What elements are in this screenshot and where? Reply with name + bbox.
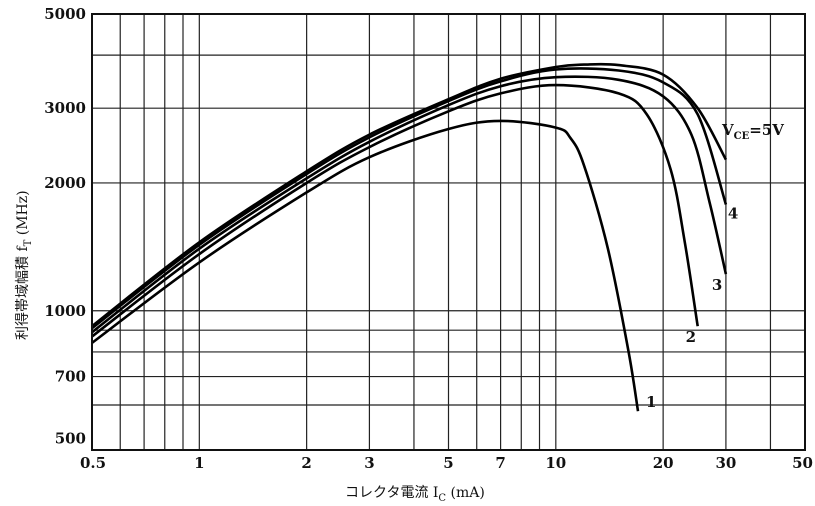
series-line-4 — [91, 67, 728, 330]
curve-label-2: 2 — [686, 328, 696, 346]
x-tick-label: 50 — [792, 454, 813, 472]
x-tick-label: 30 — [715, 454, 736, 472]
x-tick-label: 0.5 — [80, 454, 106, 472]
grid — [92, 14, 805, 450]
series-line-vce — [91, 62, 728, 328]
x-tick-label: 7 — [495, 454, 505, 472]
annotation-vce: VCE=5V — [721, 121, 784, 142]
x-tick-label: 1 — [194, 454, 204, 472]
y-tick-label: 2000 — [44, 174, 86, 192]
series-line-3 — [91, 75, 728, 334]
curve-label-3: 3 — [712, 276, 722, 294]
tick-labels: 0.5 1 2 3 5 7 10 20 30 50 500 700 1000 2000 3000 5000 — [44, 5, 813, 472]
curve-label-4: 4 — [728, 204, 738, 222]
series-line-2 — [91, 83, 699, 338]
x-tick-label: 10 — [545, 454, 566, 472]
y-tick-label: 700 — [55, 368, 86, 386]
x-tick-label: 5 — [443, 454, 453, 472]
curve-label-1: 1 — [646, 393, 656, 411]
curves — [91, 62, 728, 412]
x-tick-label: 2 — [301, 454, 311, 472]
y-axis-label: 利得帯域幅積 fT (MHz) — [14, 190, 34, 340]
x-axis-label: コレクタ電流 IC (mA) — [345, 485, 485, 504]
y-tick-label: 3000 — [44, 99, 86, 117]
series-line-1 — [91, 119, 640, 412]
y-tick-label: 1000 — [44, 302, 86, 320]
x-tick-label: 20 — [653, 454, 674, 472]
curve-labels: 1 2 3 4 — [646, 204, 738, 411]
x-tick-label: 3 — [364, 454, 374, 472]
y-tick-label: 500 — [55, 430, 86, 448]
plot-frame — [91, 13, 806, 451]
y-tick-label: 5000 — [44, 5, 86, 23]
